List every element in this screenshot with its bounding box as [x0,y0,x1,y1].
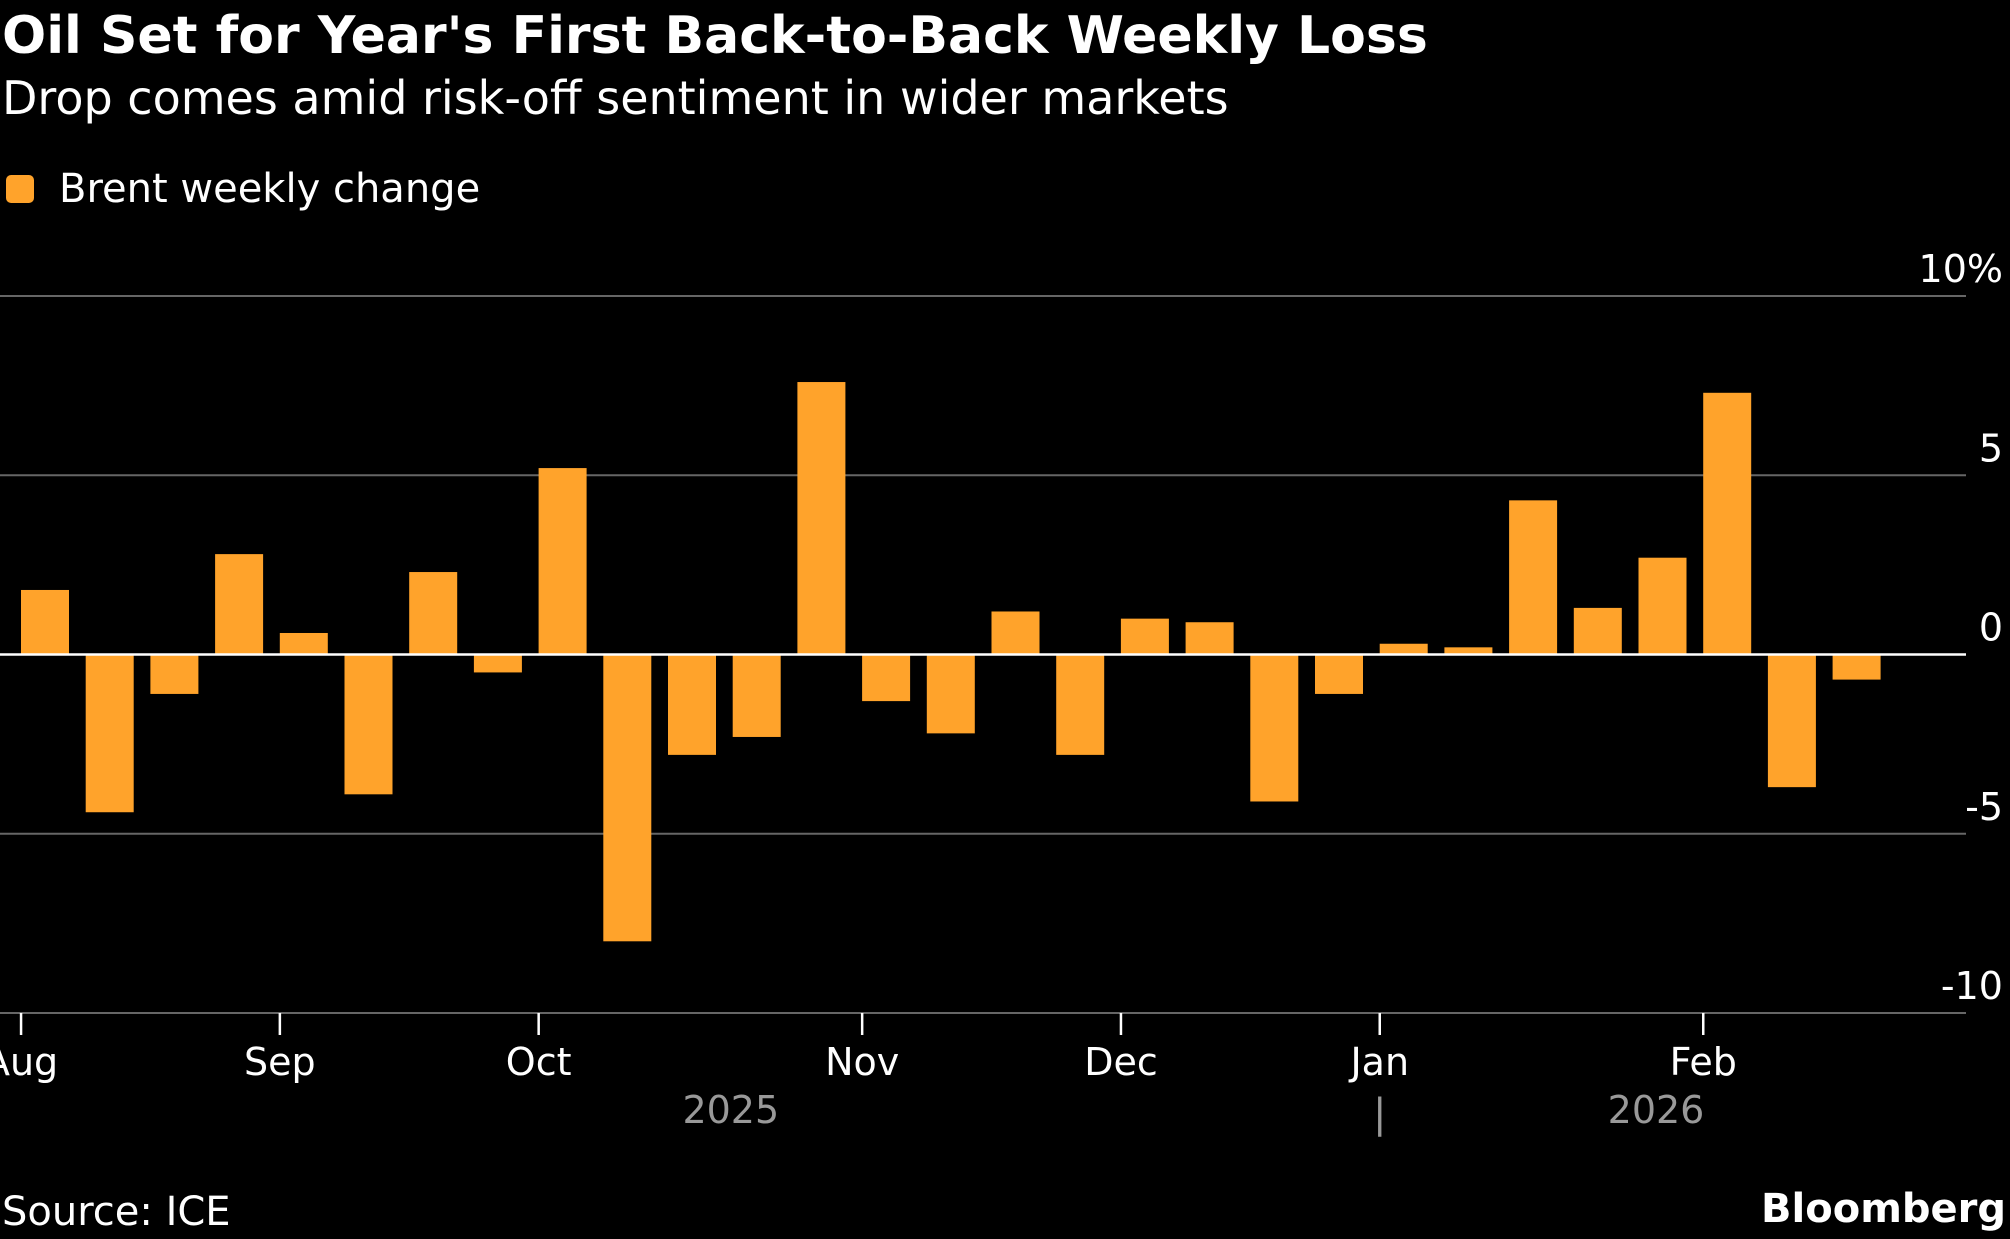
bar [732,654,781,737]
year-divider: | [1373,1091,1386,1137]
bar [1767,654,1816,788]
bar [668,654,716,755]
x-tick-label: Feb [1670,1040,1737,1084]
year-label: 2026 [1608,1088,1705,1132]
x-tick-label: Sep [244,1040,316,1084]
legend: Brent weekly change [6,164,480,214]
bar [473,654,522,673]
chart-subtitle: Drop comes amid risk-off sentiment in wi… [2,71,1229,125]
bar [21,589,69,655]
y-tick-label: 10% [1919,247,2003,291]
bar [409,572,458,655]
chart-title: Oil Set for Year's First Back-to-Back We… [2,6,1428,66]
bar [1703,392,1752,655]
bar [279,632,328,655]
bar [1315,654,1363,694]
legend-swatch [6,175,34,203]
bloomberg-logo: Bloomberg [1761,1186,2006,1232]
bar [1638,557,1687,655]
y-tick-label: -10 [1941,964,2003,1008]
bar [1250,654,1299,802]
bar [1379,643,1428,655]
source-note: Source: ICE [2,1189,231,1235]
bar [603,654,652,942]
bar [1444,647,1493,655]
bar [215,554,264,655]
x-tick-label: Oct [506,1040,572,1084]
year-label: 2025 [682,1088,779,1132]
y-tick-label: -5 [1965,785,2003,829]
x-tick-label: Aug [0,1040,58,1084]
legend-label: Brent weekly change [59,166,481,212]
bar [1573,607,1622,655]
x-tick-label: Jan [1348,1040,1409,1084]
bar [85,654,134,813]
x-tick-label: Dec [1084,1040,1158,1084]
bar [1120,618,1169,655]
y-tick-label: 0 [1979,606,2003,650]
bar [538,468,587,655]
bar [1185,622,1234,655]
bar [1056,654,1105,755]
bar [862,654,911,702]
y-tick-label: 5 [1979,426,2003,470]
bar [344,654,393,795]
bar [991,611,1040,655]
bar [1832,654,1881,680]
x-tick-label: Nov [825,1040,899,1084]
bar [1509,500,1558,655]
bar [150,654,199,694]
bar [797,382,846,655]
bar [926,654,975,734]
